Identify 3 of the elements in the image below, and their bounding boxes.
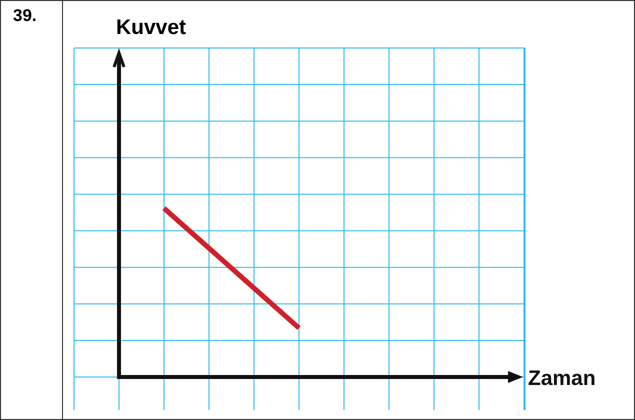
x-axis-title: Zaman [528, 366, 596, 390]
text: Kuvvet [116, 16, 186, 40]
text: 39. [13, 6, 37, 26]
